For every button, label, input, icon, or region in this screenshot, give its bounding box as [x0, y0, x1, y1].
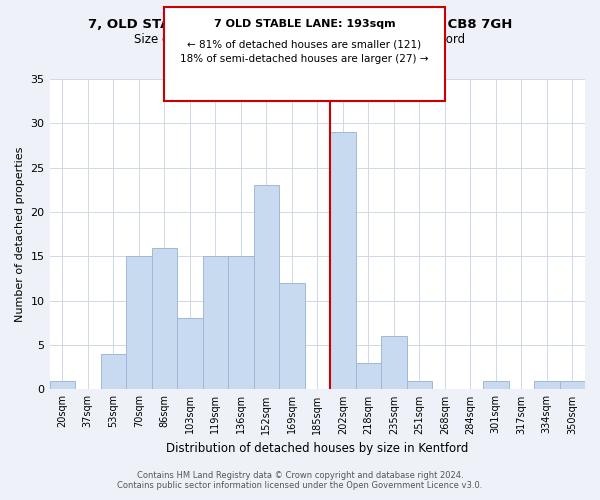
Text: 7 OLD STABLE LANE: 193sqm: 7 OLD STABLE LANE: 193sqm	[214, 19, 395, 29]
Bar	[254, 186, 279, 390]
Bar	[381, 336, 407, 390]
X-axis label: Distribution of detached houses by size in Kentford: Distribution of detached houses by size …	[166, 442, 469, 455]
Text: Size of property relative to detached houses in Kentford: Size of property relative to detached ho…	[134, 32, 466, 46]
Bar	[330, 132, 356, 390]
Bar	[407, 380, 432, 390]
Bar	[101, 354, 126, 390]
Bar	[279, 283, 305, 390]
Y-axis label: Number of detached properties: Number of detached properties	[15, 146, 25, 322]
Text: 18% of semi-detached houses are larger (27) →: 18% of semi-detached houses are larger (…	[180, 54, 429, 64]
Bar	[534, 380, 560, 390]
Bar	[356, 363, 381, 390]
Bar	[177, 318, 203, 390]
Text: 7, OLD STABLE LANE, KENTFORD, NEWMARKET, CB8 7GH: 7, OLD STABLE LANE, KENTFORD, NEWMARKET,…	[88, 18, 512, 30]
Bar	[560, 380, 585, 390]
Bar	[228, 256, 254, 390]
Bar	[50, 380, 75, 390]
Text: ← 81% of detached houses are smaller (121): ← 81% of detached houses are smaller (12…	[187, 39, 422, 49]
Text: Contains HM Land Registry data © Crown copyright and database right 2024.
Contai: Contains HM Land Registry data © Crown c…	[118, 470, 482, 490]
Bar	[126, 256, 152, 390]
Bar	[152, 248, 177, 390]
Bar	[483, 380, 509, 390]
Bar	[203, 256, 228, 390]
